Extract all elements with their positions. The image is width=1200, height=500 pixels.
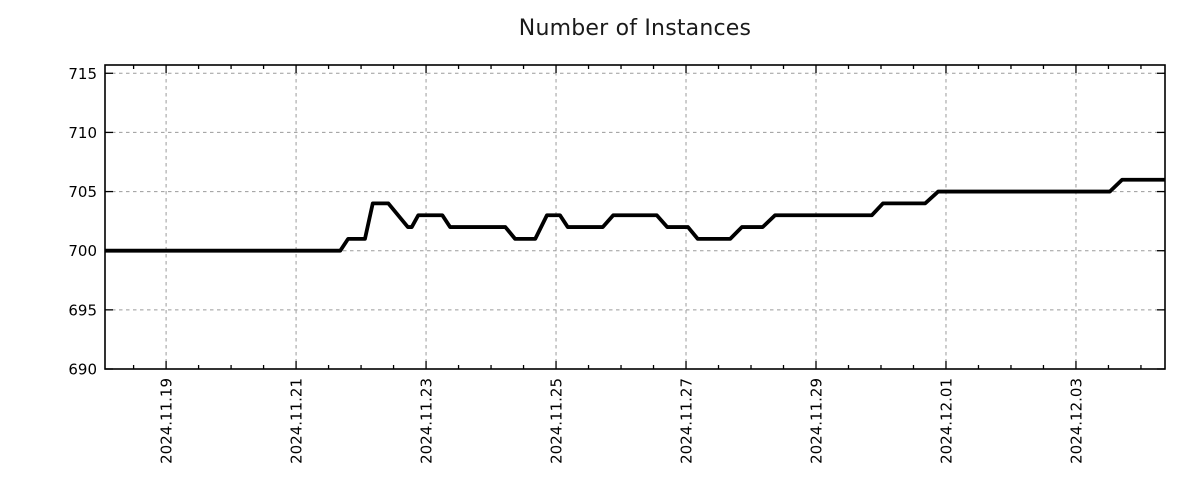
y-tick-label: 690 [68, 361, 97, 379]
y-tick-label: 715 [68, 65, 97, 83]
x-tick-label: 2024.12.03 [1067, 378, 1085, 464]
x-tick-label: 2024.11.27 [678, 378, 696, 464]
x-tick-label: 2024.11.19 [158, 378, 176, 464]
x-tick-label: 2024.11.29 [807, 378, 825, 464]
chart-title: Number of Instances [518, 16, 752, 41]
y-tick-label: 705 [68, 183, 97, 201]
y-tick-label: 710 [68, 124, 97, 142]
x-tick-label: 2024.11.25 [548, 378, 566, 464]
y-tick-label: 700 [68, 242, 97, 260]
series-line [105, 177, 1165, 253]
x-tick-label: 2024.12.01 [937, 378, 955, 464]
x-tick-label: 2024.11.23 [418, 378, 436, 464]
plot-frame [104, 64, 1166, 370]
y-tick-label: 695 [68, 301, 97, 319]
x-tick-label: 2024.11.21 [288, 378, 306, 464]
